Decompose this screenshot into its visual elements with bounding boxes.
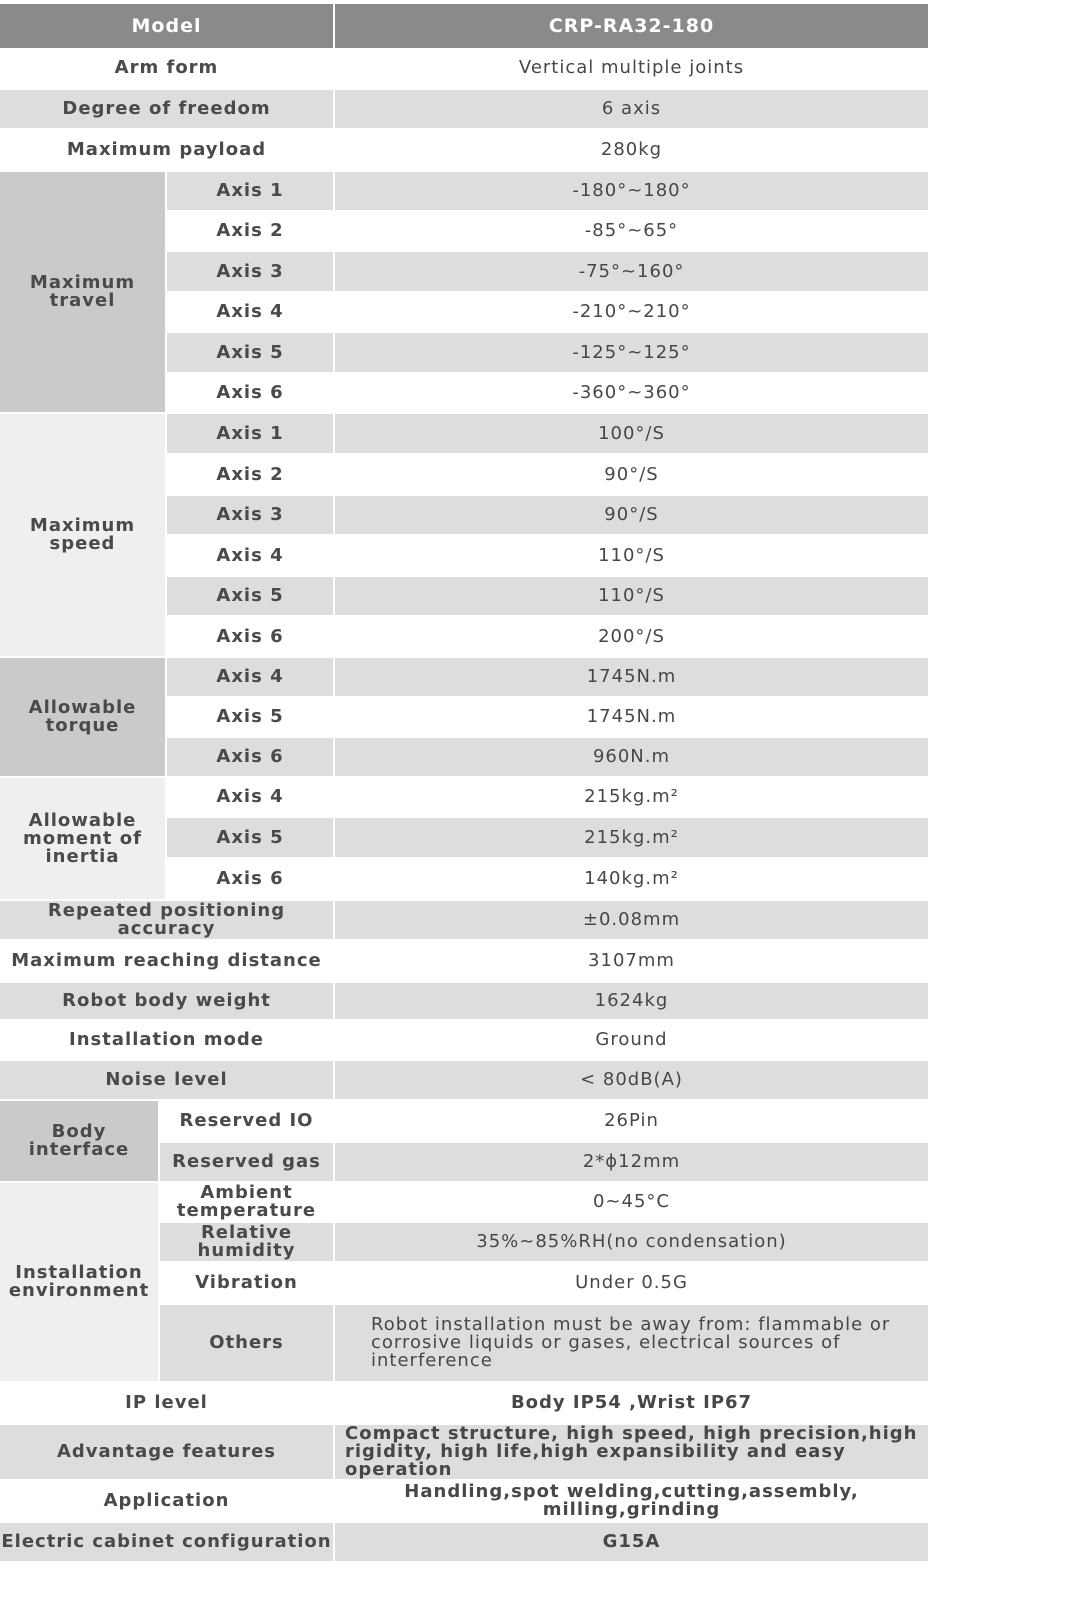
spec-value: 280kg	[335, 130, 928, 170]
spec-value: Handling,spot welding,cutting,assembly, …	[335, 1481, 928, 1521]
row-label: Noise level	[0, 1061, 333, 1099]
spec-value: ±0.08mm	[335, 901, 928, 939]
spec-value: -75°~160°	[335, 252, 928, 291]
spec-value: -125°~125°	[335, 333, 928, 372]
sub-label: Reserved IO	[160, 1101, 333, 1141]
spec-value: Body IP54 ,Wrist IP67	[335, 1383, 928, 1423]
spec-value: 90°/S	[335, 496, 928, 534]
spec-value: 6 axis	[335, 90, 928, 128]
sub-label: Axis 5	[167, 577, 333, 615]
spec-value: 215kg.m²	[335, 778, 928, 816]
sub-label: Axis 1	[167, 172, 333, 210]
sub-label: Axis 5	[167, 333, 333, 372]
row-label: Arm form	[0, 48, 333, 88]
sub-label: Axis 1	[167, 414, 333, 453]
sub-label: Axis 2	[167, 212, 333, 250]
row-label: Application	[0, 1481, 333, 1521]
sub-label: Axis 3	[167, 496, 333, 534]
sub-label: Axis 6	[167, 859, 333, 899]
sub-label: Axis 6	[167, 374, 333, 412]
sub-label: Axis 4	[167, 536, 333, 575]
header-label: Model	[0, 4, 333, 48]
sub-label: Axis 2	[167, 455, 333, 494]
group-label: Maximum speed	[0, 414, 165, 656]
sub-label: Others	[160, 1305, 333, 1381]
spec-value: 110°/S	[335, 536, 928, 575]
spec-value: 1745N.m	[335, 698, 928, 736]
row-label: Robot body weight	[0, 983, 333, 1019]
row-label: IP level	[0, 1383, 333, 1423]
spec-value: -360°~360°	[335, 374, 928, 412]
row-label: Advantage features	[0, 1425, 333, 1479]
spec-value: -85°~65°	[335, 212, 928, 250]
spec-value: 90°/S	[335, 455, 928, 494]
spec-value: < 80dB(A)	[335, 1061, 928, 1099]
spec-value: G15A	[335, 1523, 928, 1561]
spec-value: 0~45°C	[335, 1183, 928, 1221]
header-value: CRP-RA32-180	[335, 4, 928, 48]
spec-value: 26Pin	[335, 1101, 928, 1141]
spec-value: -180°~180°	[335, 172, 928, 210]
spec-value: Robot installation must be away from: fl…	[335, 1305, 928, 1381]
row-label: Maximum reaching distance	[0, 941, 333, 981]
spec-value: 100°/S	[335, 414, 928, 453]
group-label: Allowable moment of inertia	[0, 778, 165, 899]
spec-value: 2*ϕ12mm	[335, 1143, 928, 1181]
row-label: Degree of freedom	[0, 90, 333, 128]
row-label: Electric cabinet configuration	[0, 1523, 333, 1561]
sub-label: Axis 6	[167, 617, 333, 656]
spec-value: -210°~210°	[335, 293, 928, 331]
group-label: Maximum travel	[0, 172, 165, 412]
sub-label: Vibration	[160, 1263, 333, 1303]
sub-label: Axis 3	[167, 252, 333, 291]
spec-value: Compact structure, high speed, high prec…	[335, 1425, 928, 1479]
sub-label: Axis 5	[167, 698, 333, 736]
row-label: Installation mode	[0, 1021, 333, 1059]
spec-value: 140kg.m²	[335, 859, 928, 899]
spec-value: 1624kg	[335, 983, 928, 1019]
spec-value: 35%~85%RH(no condensation)	[335, 1223, 928, 1261]
sub-label: Axis 4	[167, 778, 333, 816]
sub-label: Ambient temperature	[160, 1183, 333, 1221]
group-label: Allowable torque	[0, 658, 165, 776]
sub-label: Reserved gas	[160, 1143, 333, 1181]
spec-value: 1745N.m	[335, 658, 928, 696]
group-label: Body interface	[0, 1101, 158, 1181]
sub-label: Axis 4	[167, 293, 333, 331]
sub-label: Relative humidity	[160, 1223, 333, 1261]
spec-value: 110°/S	[335, 577, 928, 615]
spec-value: Under 0.5G	[335, 1263, 928, 1303]
row-label: Maximum payload	[0, 130, 333, 170]
sub-label: Axis 5	[167, 818, 333, 857]
spec-value: 960N.m	[335, 738, 928, 776]
spec-value: Vertical multiple joints	[335, 48, 928, 88]
spec-value: 215kg.m²	[335, 818, 928, 857]
spec-value: Ground	[335, 1021, 928, 1059]
spec-value: 200°/S	[335, 617, 928, 656]
spec-value: 3107mm	[335, 941, 928, 981]
sub-label: Axis 4	[167, 658, 333, 696]
row-label: Repeated positioning accuracy	[0, 901, 333, 939]
group-label: Installation environment	[0, 1183, 158, 1381]
sub-label: Axis 6	[167, 738, 333, 776]
